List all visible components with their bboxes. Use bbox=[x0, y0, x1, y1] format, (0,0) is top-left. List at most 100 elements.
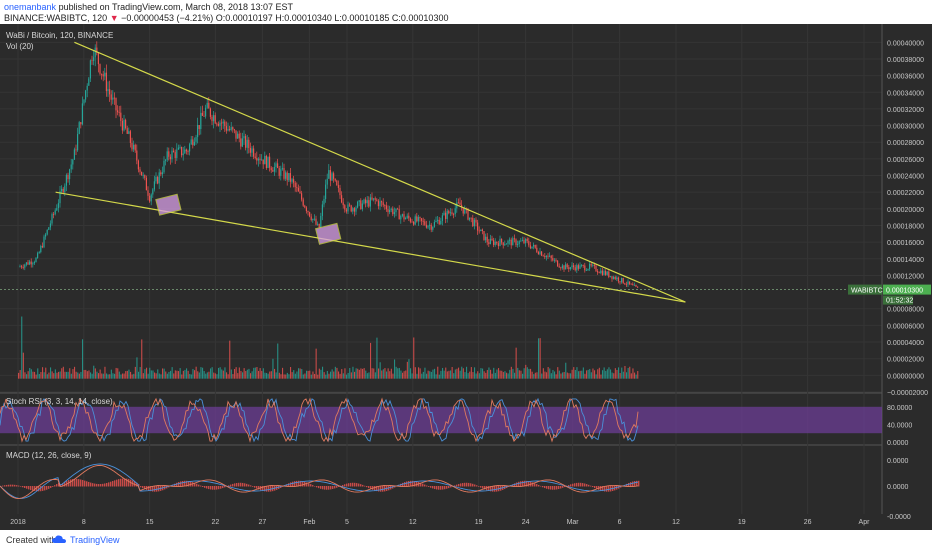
macd-histogram-bar bbox=[606, 486, 608, 492]
volume-bar bbox=[571, 369, 573, 379]
candle-body bbox=[184, 149, 186, 154]
macd-histogram-bar bbox=[604, 486, 606, 492]
candle-body bbox=[461, 204, 463, 208]
candle-body bbox=[393, 212, 395, 215]
candle-body bbox=[174, 152, 176, 158]
macd-histogram-bar bbox=[576, 482, 578, 487]
macd-histogram-bar bbox=[184, 480, 186, 487]
volume-bar bbox=[432, 369, 434, 379]
candle-body bbox=[304, 205, 306, 208]
candle-body bbox=[387, 209, 389, 213]
volume-bar bbox=[254, 367, 256, 379]
volume-bar bbox=[616, 369, 618, 379]
candle-body bbox=[192, 139, 194, 146]
macd-histogram-bar bbox=[222, 486, 224, 489]
volume-bar bbox=[450, 370, 452, 379]
volume-bar bbox=[520, 370, 522, 379]
candle-body bbox=[35, 257, 37, 263]
volume-bar bbox=[136, 357, 138, 379]
candle-body bbox=[446, 210, 448, 219]
candle-body bbox=[309, 212, 311, 217]
macd-histogram-bar bbox=[366, 486, 368, 488]
volume-bar bbox=[605, 370, 607, 379]
highlight-box[interactable] bbox=[314, 222, 342, 245]
volume-bar bbox=[179, 368, 181, 379]
macd-signal-line bbox=[0, 464, 639, 499]
macd-histogram-bar bbox=[458, 483, 460, 487]
volume-bar bbox=[130, 371, 132, 379]
volume-bar bbox=[408, 359, 410, 379]
candle-body bbox=[125, 119, 127, 129]
macd-histogram-bar bbox=[600, 486, 602, 491]
candle-body bbox=[513, 238, 515, 240]
candle-body bbox=[270, 167, 272, 171]
volume-bar bbox=[344, 368, 346, 379]
chart-area[interactable]: 0.00040000 0.00038000 0.00036000 0.00034000… bbox=[0, 24, 932, 530]
candle-body bbox=[129, 131, 131, 143]
macd-histogram-bar bbox=[250, 485, 252, 487]
candle-body bbox=[509, 239, 511, 241]
volume-bar bbox=[594, 370, 596, 379]
candle-body bbox=[128, 131, 130, 134]
macd-histogram-bar bbox=[430, 486, 432, 488]
volume-bar bbox=[18, 372, 20, 379]
trendline-upper[interactable] bbox=[74, 41, 686, 303]
volume-bar bbox=[294, 373, 296, 379]
macd-histogram-bar bbox=[152, 486, 154, 492]
volume-bar bbox=[323, 372, 325, 379]
chart-svg[interactable]: 0.00040000 0.00038000 0.00036000 0.00034000… bbox=[0, 24, 932, 530]
macd-histogram-bar bbox=[350, 482, 352, 487]
volume-bar bbox=[339, 373, 341, 379]
volume-bar bbox=[498, 368, 500, 379]
volume-bar bbox=[234, 369, 236, 379]
candle-body bbox=[614, 276, 616, 280]
macd-histogram-bar bbox=[578, 482, 580, 487]
candle-body bbox=[97, 52, 99, 65]
volume-bar bbox=[162, 368, 164, 379]
macd-histogram-bar bbox=[626, 483, 628, 487]
candle-body bbox=[547, 255, 549, 257]
candle-body bbox=[113, 97, 115, 99]
candle-body bbox=[176, 149, 178, 158]
symbol-tag-bg bbox=[848, 284, 882, 295]
volume-bar bbox=[270, 371, 272, 379]
candle-body bbox=[131, 142, 133, 150]
macd-histogram-bar bbox=[540, 485, 542, 487]
price-tick-label: 0.00028000 bbox=[887, 140, 924, 147]
volume-bar bbox=[53, 373, 55, 379]
highlight-box[interactable] bbox=[155, 193, 182, 216]
volume-bar bbox=[376, 337, 378, 379]
volume-bar bbox=[125, 371, 127, 379]
macd-histogram-bar bbox=[374, 486, 376, 491]
candle-body bbox=[325, 184, 327, 199]
volume-bar bbox=[226, 372, 228, 379]
tradingview-link[interactable]: TradingView bbox=[70, 535, 120, 545]
macd-histogram-bar bbox=[342, 484, 344, 487]
volume-bar bbox=[142, 373, 144, 379]
candle-body bbox=[633, 284, 635, 286]
price-axis: 0.00040000 0.00038000 0.00036000 0.00034000… bbox=[848, 40, 931, 521]
volume-bar bbox=[379, 362, 381, 379]
volume-bar bbox=[589, 368, 591, 379]
candle-body bbox=[64, 185, 66, 193]
candle-body bbox=[357, 201, 359, 208]
volume-bar bbox=[395, 366, 397, 379]
volume-bar bbox=[83, 369, 85, 379]
candle-body bbox=[337, 185, 339, 188]
stoch-d-line bbox=[0, 397, 639, 443]
trendlines[interactable] bbox=[0, 41, 882, 303]
time-tick-label: 5 bbox=[345, 519, 349, 526]
author-link[interactable]: onemanbank bbox=[4, 2, 57, 12]
candle-body bbox=[293, 179, 295, 183]
macd-histogram-bar bbox=[50, 486, 52, 488]
candle-body bbox=[349, 204, 351, 206]
candle-body bbox=[552, 258, 554, 261]
candle-body bbox=[537, 251, 539, 255]
volume-bar bbox=[586, 370, 588, 379]
macd-histogram-bar bbox=[536, 484, 538, 487]
macd-histogram-bar bbox=[46, 486, 48, 490]
candle-body bbox=[408, 215, 410, 219]
volume-bar bbox=[277, 343, 279, 379]
candle-body bbox=[515, 239, 517, 245]
candle-body bbox=[267, 156, 269, 169]
